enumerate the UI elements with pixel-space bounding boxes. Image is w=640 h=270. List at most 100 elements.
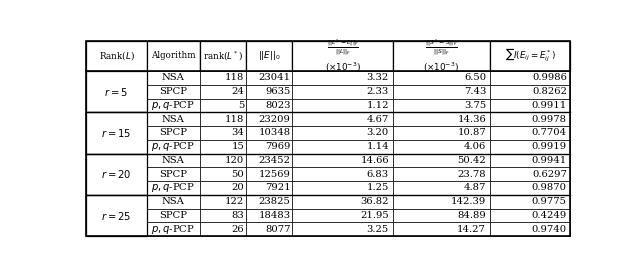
Text: 50: 50 — [232, 170, 244, 179]
Text: $r = 20$: $r = 20$ — [101, 168, 132, 180]
Bar — [490, 154, 570, 167]
Bar — [200, 112, 246, 126]
Text: SPCP: SPCP — [159, 87, 188, 96]
Text: 24: 24 — [232, 87, 244, 96]
Text: $\sum I(E_{ij}=E^*_{ij})$: $\sum I(E_{ij}=E^*_{ij})$ — [504, 47, 556, 65]
Text: SPCP: SPCP — [159, 211, 188, 220]
Text: $\frac{||S^*-S||_F}{||S||_F}$
($\times10^{-3}$): $\frac{||S^*-S||_F}{||S||_F}$ ($\times10… — [424, 38, 460, 74]
Text: 0.9870: 0.9870 — [532, 184, 567, 193]
Bar — [490, 181, 570, 195]
Text: 1.25: 1.25 — [367, 184, 389, 193]
Bar — [490, 167, 570, 181]
Text: 23.78: 23.78 — [458, 170, 486, 179]
Bar — [200, 85, 246, 99]
Text: 50.42: 50.42 — [458, 156, 486, 165]
Bar — [246, 195, 292, 209]
Text: $p, q$-PCP: $p, q$-PCP — [152, 223, 195, 236]
Text: 0.9919: 0.9919 — [532, 142, 567, 151]
Text: 0.9941: 0.9941 — [532, 156, 567, 165]
Text: 23452: 23452 — [259, 156, 291, 165]
Bar — [292, 71, 393, 85]
Bar — [86, 222, 147, 236]
Bar — [393, 99, 490, 112]
Text: 3.20: 3.20 — [367, 129, 389, 137]
Bar — [147, 222, 200, 236]
Text: 0.9775: 0.9775 — [532, 197, 567, 206]
Text: $||E||_0$: $||E||_0$ — [258, 49, 281, 62]
Bar — [86, 112, 147, 126]
Bar — [292, 126, 393, 140]
Bar — [246, 209, 292, 222]
Text: 0.7704: 0.7704 — [532, 129, 567, 137]
Bar — [292, 222, 393, 236]
Bar — [86, 99, 147, 112]
Text: 120: 120 — [225, 156, 244, 165]
Bar — [246, 71, 292, 85]
Text: 0.4249: 0.4249 — [532, 211, 567, 220]
Text: 8077: 8077 — [265, 225, 291, 234]
Bar — [292, 181, 393, 195]
Text: 7.43: 7.43 — [463, 87, 486, 96]
Text: 8023: 8023 — [265, 101, 291, 110]
Text: 23041: 23041 — [259, 73, 291, 82]
Text: 36.82: 36.82 — [360, 197, 389, 206]
Bar — [86, 154, 147, 167]
Text: 10.87: 10.87 — [458, 129, 486, 137]
Text: 2.33: 2.33 — [367, 87, 389, 96]
Text: 14.66: 14.66 — [360, 156, 389, 165]
Text: 23209: 23209 — [259, 115, 291, 124]
Bar — [393, 195, 490, 209]
Bar — [490, 112, 570, 126]
Bar — [147, 181, 200, 195]
Bar — [147, 85, 200, 99]
Text: 122: 122 — [225, 197, 244, 206]
Text: $p, q$-PCP: $p, q$-PCP — [152, 140, 195, 153]
Bar — [490, 71, 570, 85]
Bar — [393, 222, 490, 236]
Text: $\frac{||L^*-L||_F}{||L||_F}$
($\times10^{-3}$): $\frac{||L^*-L||_F}{||L||_F}$ ($\times10… — [324, 38, 361, 74]
Text: 26: 26 — [232, 225, 244, 234]
Bar — [490, 99, 570, 112]
Text: $p, q$-PCP: $p, q$-PCP — [152, 99, 195, 112]
Text: 7969: 7969 — [265, 142, 291, 151]
Text: 21.95: 21.95 — [360, 211, 389, 220]
Bar — [292, 209, 393, 222]
Text: 12569: 12569 — [259, 170, 291, 179]
Text: 34: 34 — [232, 129, 244, 137]
Text: 15: 15 — [232, 142, 244, 151]
Bar — [393, 209, 490, 222]
Bar — [246, 222, 292, 236]
Text: 4.67: 4.67 — [367, 115, 389, 124]
Text: 118: 118 — [225, 115, 244, 124]
Bar — [393, 126, 490, 140]
Bar — [393, 112, 490, 126]
Text: Algorithm: Algorithm — [151, 51, 196, 60]
Bar — [200, 181, 246, 195]
Bar — [86, 126, 147, 140]
Text: Rank($L$): Rank($L$) — [99, 49, 134, 62]
Text: 0.9978: 0.9978 — [532, 115, 567, 124]
Bar — [292, 140, 393, 154]
Bar — [490, 209, 570, 222]
Bar — [147, 154, 200, 167]
Text: $r = 25$: $r = 25$ — [101, 210, 132, 221]
Bar — [393, 140, 490, 154]
Text: SPCP: SPCP — [159, 129, 188, 137]
Bar — [246, 154, 292, 167]
Bar — [490, 140, 570, 154]
Bar — [490, 222, 570, 236]
Text: 14.36: 14.36 — [458, 115, 486, 124]
Bar — [200, 126, 246, 140]
Bar — [147, 140, 200, 154]
Text: 84.89: 84.89 — [458, 211, 486, 220]
Bar — [86, 140, 147, 154]
Text: NSA: NSA — [162, 156, 185, 165]
Text: 3.32: 3.32 — [367, 73, 389, 82]
Bar — [292, 154, 393, 167]
Text: 6.50: 6.50 — [464, 73, 486, 82]
Bar — [393, 181, 490, 195]
Bar — [246, 99, 292, 112]
Bar — [147, 126, 200, 140]
Bar — [200, 154, 246, 167]
Bar — [86, 71, 147, 85]
